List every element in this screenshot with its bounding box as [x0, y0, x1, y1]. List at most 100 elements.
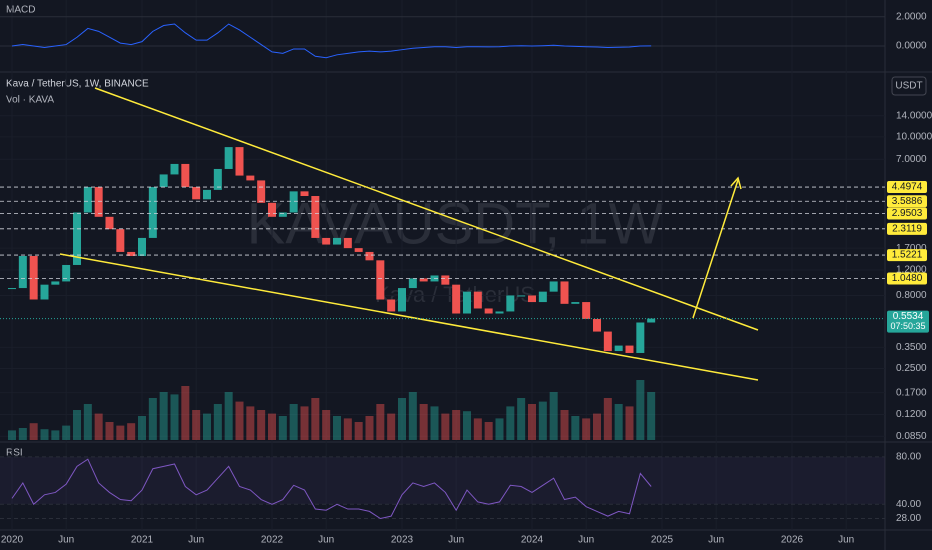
- trendline: [59, 253, 759, 381]
- volume-bar: [430, 406, 439, 440]
- volume-bar: [73, 410, 81, 440]
- volume-bar: [419, 404, 428, 440]
- volume-bar: [517, 398, 526, 440]
- volume-bar: [647, 392, 656, 440]
- candle: [647, 318, 656, 323]
- candle: [203, 189, 211, 200]
- candle: [289, 191, 298, 213]
- x-tick-label: 2023: [391, 535, 414, 546]
- candle: [83, 187, 92, 213]
- volume-bar: [8, 430, 16, 440]
- level-tag: [887, 249, 927, 262]
- candle: [94, 187, 103, 217]
- volume-bar: [484, 422, 493, 440]
- volume-bar: [311, 398, 320, 440]
- volume-bar: [549, 392, 558, 440]
- level-label: 2.9503: [892, 208, 923, 219]
- y-tick-label: 0.8000: [896, 290, 927, 301]
- countdown: 07:50:35: [890, 321, 925, 331]
- volume-bar: [127, 423, 136, 440]
- y-tick-label: 1.7000: [896, 243, 927, 254]
- currency-box[interactable]: [891, 76, 927, 96]
- candle: [8, 288, 16, 290]
- candle: [528, 295, 536, 303]
- volume-bar: [387, 413, 396, 440]
- y-tick-label: 7.0000: [896, 154, 927, 165]
- candle: [181, 163, 190, 188]
- macd-title: MACD: [6, 5, 35, 16]
- arrow: [692, 179, 739, 319]
- volume-bar: [148, 398, 157, 440]
- last-price: 0.5534: [893, 311, 924, 322]
- volume-bar: [560, 410, 569, 440]
- candle: [268, 202, 276, 217]
- volume-bar: [105, 422, 114, 440]
- volume-bar: [495, 418, 504, 440]
- volume-bar: [528, 404, 536, 440]
- volume-bar: [614, 404, 623, 440]
- candle: [463, 291, 471, 314]
- volume-bar: [51, 430, 60, 440]
- level-tag: [887, 272, 927, 285]
- candle: [560, 281, 569, 304]
- candle: [484, 308, 493, 314]
- level-tag: [887, 207, 927, 220]
- x-tick-label: Jun: [448, 535, 464, 546]
- candle: [387, 299, 396, 312]
- volume-bar: [138, 416, 146, 440]
- candle: [51, 281, 60, 285]
- volume-bar: [278, 416, 287, 440]
- x-tick-label: Jun: [838, 535, 854, 546]
- candle: [170, 163, 179, 175]
- rsi-band: [0, 457, 885, 504]
- candle: [603, 331, 612, 352]
- candle: [549, 281, 558, 292]
- x-tick-label: 2022: [261, 535, 284, 546]
- x-tick-label: Jun: [188, 535, 204, 546]
- volume-bar: [94, 413, 103, 440]
- volume-bar: [159, 392, 168, 440]
- volume-bar: [40, 429, 49, 440]
- volume-bar: [170, 394, 179, 440]
- arrow-head: [730, 176, 742, 190]
- candle: [224, 147, 233, 169]
- volume-bar: [213, 404, 222, 440]
- x-tick-label: Jun: [318, 535, 334, 546]
- volume-bar: [398, 398, 406, 440]
- volume-bar: [365, 416, 374, 440]
- y-tick-label: 0.0000: [896, 41, 927, 52]
- volume-bar: [473, 418, 482, 440]
- x-tick-label: 2024: [521, 535, 544, 546]
- level-label: 4.4974: [892, 182, 923, 193]
- volume-bar: [181, 386, 190, 440]
- volume-bar: [300, 406, 309, 440]
- candle: [138, 237, 146, 256]
- candle: [506, 295, 515, 312]
- candle: [582, 302, 591, 319]
- candle: [159, 174, 168, 188]
- candle: [213, 168, 222, 190]
- volume-bar: [354, 422, 363, 440]
- rsi-title: RSI: [6, 448, 23, 459]
- y-tick-label: 0.3500: [896, 342, 927, 353]
- volume-bar: [289, 404, 298, 440]
- currency[interactable]: USDT: [895, 81, 922, 92]
- candle: [29, 255, 38, 300]
- y-tick-label: 0.1700: [896, 387, 927, 398]
- candle: [365, 251, 374, 261]
- candle: [636, 322, 645, 353]
- level-label: 3.5886: [892, 196, 923, 207]
- volume-bar: [593, 413, 601, 440]
- volume-bar: [29, 423, 38, 440]
- candle: [278, 212, 287, 217]
- macd-line: [11, 23, 652, 59]
- candle: [148, 187, 157, 238]
- candle: [73, 212, 81, 265]
- candle: [408, 278, 417, 289]
- y-tick-label: 28.00: [896, 513, 921, 524]
- y-tick-label: 0.1200: [896, 409, 927, 420]
- candle: [343, 237, 352, 249]
- trendline: [94, 87, 759, 331]
- y-tick-label: 0.0850: [896, 431, 927, 442]
- y-tick-label: 40.00: [896, 499, 921, 510]
